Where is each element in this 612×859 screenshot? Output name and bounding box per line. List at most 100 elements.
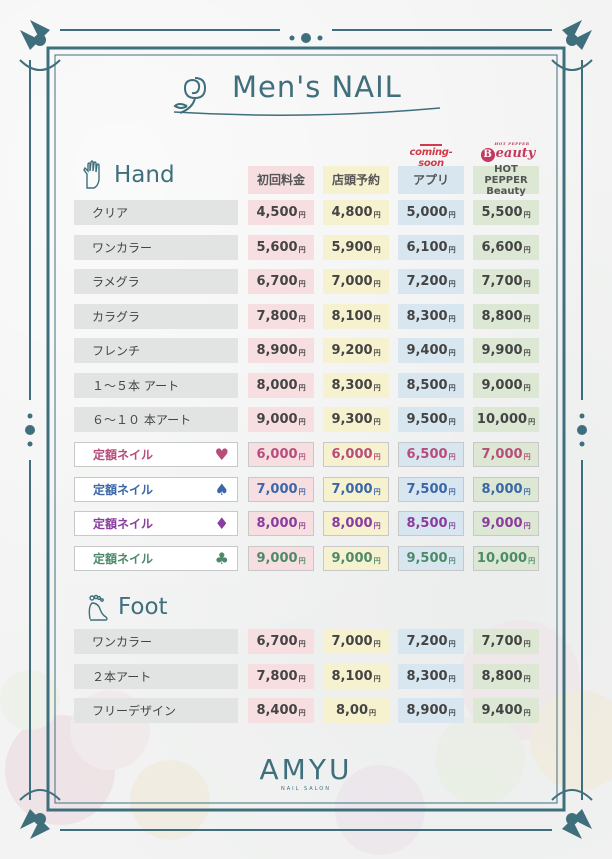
column-header-app: アプリ [398, 166, 464, 194]
price-cell: 8,500 円 [398, 373, 464, 398]
yen-unit: 円 [448, 674, 456, 683]
price-cell: 8,100 円 [323, 664, 389, 689]
row-label-text: フリーデザイン [92, 704, 177, 718]
hand-section-title: Hand [82, 160, 175, 190]
hotpepper-line1: HOT PEPPER [484, 163, 528, 186]
yen-unit: 円 [298, 314, 306, 323]
price-value: 7,000 [331, 274, 373, 289]
price-cell: 9,200 円 [323, 338, 389, 363]
yen-unit: 円 [373, 487, 381, 496]
price-cell: 5,600 円 [248, 235, 314, 260]
price-cell: 10,000 円 [473, 546, 539, 571]
price-cell: 6,000 円 [248, 442, 314, 467]
price-row-label: ラメグラ [74, 269, 238, 294]
row-label-text: 定額ネイル [93, 517, 154, 531]
row-label-text: ワンカラー [92, 635, 153, 649]
yen-unit: 円 [448, 245, 456, 254]
price-value: 7,000 [331, 482, 373, 497]
price-value: 5,600 [256, 240, 298, 255]
beauty-b-mark: B [480, 148, 495, 162]
yen-unit: 円 [523, 279, 531, 288]
price-value: 8,300 [406, 669, 448, 684]
price-value: 9,000 [256, 412, 298, 427]
foot-label: Foot [118, 594, 168, 620]
yen-unit: 円 [448, 279, 456, 288]
price-value: 8,400 [256, 703, 298, 718]
price-value: 9,500 [406, 551, 448, 566]
price-value: 5,500 [481, 205, 523, 220]
yen-unit: 円 [298, 521, 306, 530]
price-value: 9,300 [331, 412, 373, 427]
price-value: 8,500 [406, 378, 448, 393]
price-cell: 9,500 円 [398, 407, 464, 432]
price-value: 8,000 [256, 516, 298, 531]
yen-unit: 円 [298, 417, 306, 426]
yen-unit: 円 [298, 348, 306, 357]
price-cell: 7,000 円 [473, 442, 539, 467]
price-value: 4,500 [256, 205, 298, 220]
price-cell: 9,400 円 [398, 338, 464, 363]
price-value: 8,500 [406, 516, 448, 531]
price-row-label: カラグラ [74, 304, 238, 329]
price-cell: 7,800 円 [248, 664, 314, 689]
yen-unit: 円 [298, 674, 306, 683]
spade-icon: ♠ [214, 480, 229, 499]
price-cell: 8,900 円 [398, 698, 464, 723]
price-value: 6,000 [331, 447, 373, 462]
price-cell: 8,800 円 [473, 664, 539, 689]
column-header-store: 店頭予約 [323, 166, 389, 194]
yen-unit: 円 [298, 556, 306, 565]
price-value: 8,00 [335, 703, 369, 718]
price-value: 9,400 [481, 703, 523, 718]
yen-unit: 円 [448, 210, 456, 219]
price-value: 10,000 [476, 412, 528, 427]
price-cell: 7,200 円 [398, 269, 464, 294]
foot-section-title: Foot [86, 593, 168, 621]
title-flourish [173, 107, 441, 116]
price-cell: 10,000 円 [473, 407, 539, 432]
row-label-text: クリア [92, 206, 129, 220]
price-cell: 7,700 円 [473, 269, 539, 294]
yen-unit: 円 [373, 314, 381, 323]
price-cell: 6,600 円 [473, 235, 539, 260]
price-value: 7,000 [331, 634, 373, 649]
heart-icon: ♥ [214, 445, 229, 464]
price-value: 9,000 [481, 378, 523, 393]
yen-unit: 円 [373, 521, 381, 530]
diamond-icon: ♦ [214, 514, 229, 533]
yen-unit: 円 [523, 487, 531, 496]
price-cell: 9,400 円 [473, 698, 539, 723]
price-row-label: 定額ネイル ♠ [74, 477, 238, 502]
price-row-label: ワンカラー [74, 629, 238, 654]
column-header-hotpepper: HOT PEPPER Beauty [473, 163, 539, 197]
yen-unit: 円 [523, 383, 531, 392]
price-value: 6,700 [256, 274, 298, 289]
yen-unit: 円 [448, 708, 456, 717]
price-value: 9,000 [331, 551, 373, 566]
price-cell: 7,000 円 [323, 269, 389, 294]
hand-icon [83, 160, 100, 189]
price-cell: 7,200 円 [398, 629, 464, 654]
price-cell: 5,000 円 [398, 200, 464, 225]
price-row-label: 定額ネイル ♥ [74, 442, 238, 467]
yen-unit: 円 [298, 639, 306, 648]
price-cell: 8,900 円 [248, 338, 314, 363]
price-cell: 8,300 円 [398, 304, 464, 329]
yen-unit: 円 [448, 348, 456, 357]
price-value: 9,000 [256, 551, 298, 566]
price-cell: 8,800 円 [473, 304, 539, 329]
yen-unit: 円 [523, 210, 531, 219]
price-row-label: １～５本 アート [74, 373, 238, 398]
price-cell: 7,000 円 [248, 477, 314, 502]
price-value: 8,000 [331, 516, 373, 531]
price-value: 8,100 [331, 309, 373, 324]
yen-unit: 円 [523, 452, 531, 461]
price-cell: 8,000 円 [473, 477, 539, 502]
price-value: 7,800 [256, 309, 298, 324]
price-cell: 7,800 円 [248, 304, 314, 329]
row-label-text: 定額ネイル [93, 483, 154, 497]
yen-unit: 円 [528, 556, 536, 565]
price-row-label: ６～１０ 本アート [74, 407, 238, 432]
yen-unit: 円 [373, 556, 381, 565]
row-label-text: フレンチ [92, 344, 141, 358]
